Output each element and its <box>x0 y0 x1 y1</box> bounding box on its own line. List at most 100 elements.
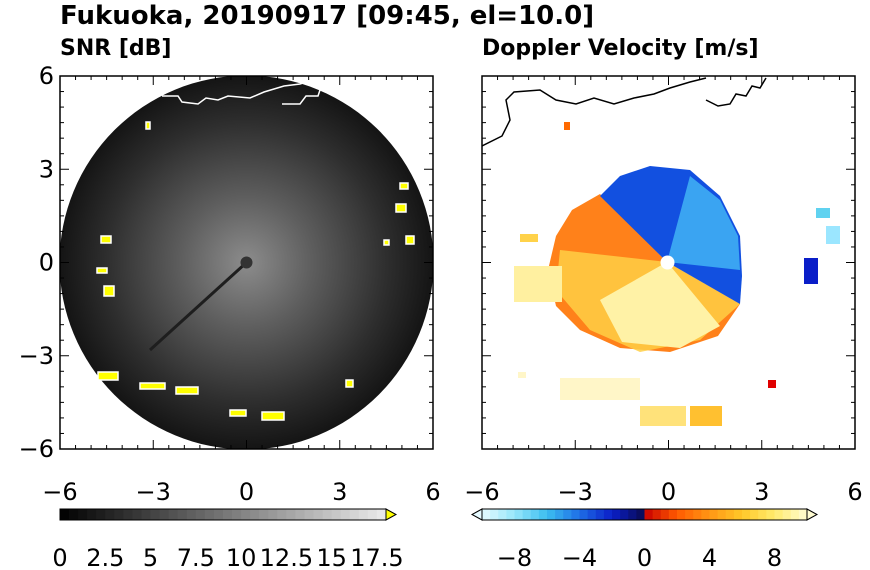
echo-cell <box>103 285 115 297</box>
doppler-center-blank <box>660 255 675 270</box>
colorbar-cell <box>313 509 324 520</box>
echo-cell <box>383 239 390 246</box>
doppler-weak-approaching <box>667 176 740 270</box>
colorbar-tick-label: 8 <box>767 544 782 570</box>
echo-cell <box>175 386 199 395</box>
colorbar-tick-label: 0 <box>52 544 67 570</box>
colorbar-cell <box>547 509 556 520</box>
colorbar-cell <box>587 509 597 520</box>
echo-cell <box>345 379 354 388</box>
x-tick-label: 0 <box>239 478 254 506</box>
colorbar-cell <box>530 509 540 520</box>
colorbar-cell <box>376 509 387 520</box>
colorbar-cell <box>340 509 351 520</box>
echo-cell <box>405 235 415 245</box>
colorbar-cell <box>268 509 278 520</box>
colorbar-cell <box>331 509 342 520</box>
echo-cell <box>229 409 247 417</box>
colorbar-cell <box>367 509 378 520</box>
colorbar-cell <box>766 509 775 520</box>
snr-coastline <box>162 76 349 105</box>
colorbar-cell <box>132 509 142 520</box>
colorbar-cell <box>241 509 251 520</box>
colorbar-cell <box>78 509 88 520</box>
colorbar-cell <box>701 509 710 520</box>
colorbar-cell <box>69 509 79 520</box>
colorbar-cell <box>295 509 305 520</box>
colorbar-extend-max <box>385 508 398 521</box>
x-tick-label: −6 <box>42 478 77 506</box>
doppler-scattered-echoes <box>514 122 840 426</box>
colorbar-cell <box>798 509 808 520</box>
doppler-weakest-receding <box>600 262 720 348</box>
colorbar-cell <box>612 509 621 520</box>
colorbar-tick-label: −4 <box>562 544 597 570</box>
colorbar-cell <box>482 509 491 520</box>
colorbar-cell <box>660 509 670 520</box>
colorbar-tick-label: 7.5 <box>177 544 215 570</box>
snr-center-blank <box>240 256 253 269</box>
echo-cell <box>145 121 151 130</box>
colorbar-cell <box>177 509 188 520</box>
colorbar-cell <box>555 509 564 520</box>
colorbar-cell <box>774 509 784 520</box>
colorbar-cell <box>644 509 654 520</box>
y-tick-label: −6 <box>19 435 54 463</box>
colorbar-tick-label: 0 <box>637 544 652 570</box>
colorbar-cell <box>304 509 314 520</box>
colorbar-tick-label: 12.5 <box>260 544 313 570</box>
colorbar-cell <box>141 509 151 520</box>
doppler-coastline <box>482 77 767 147</box>
colorbar-cell <box>87 509 97 520</box>
colorbar-extend-min <box>470 508 483 521</box>
colorbar-cell <box>636 509 645 520</box>
colorbar-cell <box>790 509 800 520</box>
colorbar-cell <box>186 509 197 520</box>
colorbar-cell <box>159 509 170 520</box>
doppler-approaching-echo <box>600 166 742 304</box>
colorbar-cell <box>498 509 507 520</box>
colorbar-cell <box>693 509 702 520</box>
x-tick-label: 3 <box>332 478 347 506</box>
doppler-axis-ticks <box>481 75 856 450</box>
colorbar-cell <box>204 509 215 520</box>
colorbar-cell <box>286 509 296 520</box>
doppler-panel <box>481 75 856 450</box>
echo-cell <box>816 208 830 218</box>
snr-colorbar: 0 2.5 5 7.5 10 12.5 15 17.5 <box>52 508 404 570</box>
colorbar-tick-label: 10 <box>226 544 257 570</box>
doppler-receding-echo <box>548 194 740 352</box>
colorbar-cell <box>717 509 727 520</box>
doppler-colorbar: −8 −4 0 4 8 <box>470 508 819 570</box>
colorbar-cell <box>105 509 115 520</box>
colorbar-cell <box>538 509 548 520</box>
echo-cell <box>560 378 640 400</box>
echo-cell <box>100 235 112 244</box>
echo-cell <box>826 226 840 244</box>
colorbar-cell <box>213 509 224 520</box>
echo-cell <box>139 382 166 390</box>
colorbar-cell <box>60 509 70 520</box>
colorbar-cell <box>514 509 524 520</box>
colorbar-cell <box>709 509 719 520</box>
colorbar-cell <box>96 509 106 520</box>
echo-cell <box>514 266 562 302</box>
colorbar-cell <box>150 509 161 520</box>
echo-cell <box>520 234 538 242</box>
figure-title: Fukuoka, 20190917 [09:45, el=10.0] <box>60 1 595 31</box>
colorbar-cell <box>506 509 515 520</box>
colorbar-cell <box>277 509 287 520</box>
echo-cell <box>640 406 686 426</box>
colorbar-cell <box>782 509 792 520</box>
colorbar-tick-label: 5 <box>143 544 158 570</box>
x-tick-label: −3 <box>136 478 171 506</box>
echo-cell <box>518 372 526 378</box>
x-tick-label: −6 <box>464 478 499 506</box>
colorbar-cell <box>522 509 532 520</box>
colorbar-cell <box>725 509 735 520</box>
colorbar-tick-label: −8 <box>497 544 532 570</box>
snr-blocked-ray <box>148 261 248 352</box>
echo-cell <box>690 406 722 426</box>
colorbar-cell <box>595 509 605 520</box>
echo-cell <box>261 411 285 421</box>
